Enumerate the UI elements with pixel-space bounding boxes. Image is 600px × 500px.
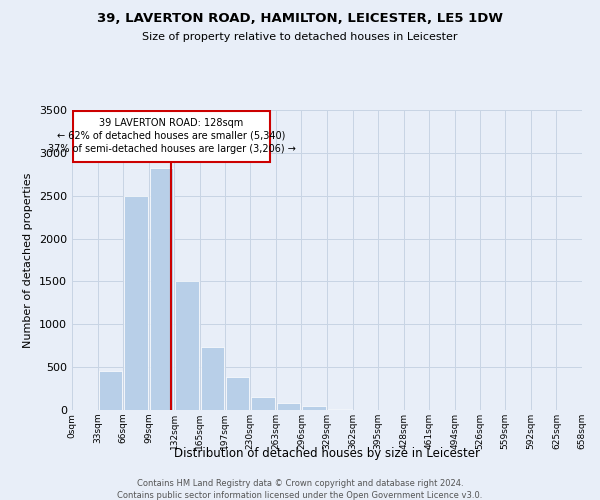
Text: 39 LAVERTON ROAD: 128sqm: 39 LAVERTON ROAD: 128sqm bbox=[100, 118, 244, 128]
Text: ← 62% of detached houses are smaller (5,340): ← 62% of detached houses are smaller (5,… bbox=[58, 130, 286, 140]
Y-axis label: Number of detached properties: Number of detached properties bbox=[23, 172, 34, 348]
Bar bbox=[201, 348, 224, 410]
Text: 39, LAVERTON ROAD, HAMILTON, LEICESTER, LE5 1DW: 39, LAVERTON ROAD, HAMILTON, LEICESTER, … bbox=[97, 12, 503, 26]
Bar bbox=[302, 406, 326, 410]
Text: Size of property relative to detached houses in Leicester: Size of property relative to detached ho… bbox=[142, 32, 458, 42]
Bar bbox=[98, 370, 122, 410]
Bar bbox=[277, 403, 301, 410]
Text: Contains public sector information licensed under the Open Government Licence v3: Contains public sector information licen… bbox=[118, 491, 482, 500]
Text: 37% of semi-detached houses are larger (3,206) →: 37% of semi-detached houses are larger (… bbox=[47, 144, 296, 154]
Bar bbox=[124, 196, 148, 410]
Text: Contains HM Land Registry data © Crown copyright and database right 2024.: Contains HM Land Registry data © Crown c… bbox=[137, 479, 463, 488]
Bar bbox=[226, 376, 249, 410]
Bar bbox=[73, 111, 271, 162]
Bar bbox=[328, 409, 352, 410]
Bar bbox=[150, 168, 173, 410]
Text: Distribution of detached houses by size in Leicester: Distribution of detached houses by size … bbox=[174, 448, 480, 460]
Bar bbox=[175, 280, 199, 410]
Bar bbox=[251, 397, 275, 410]
